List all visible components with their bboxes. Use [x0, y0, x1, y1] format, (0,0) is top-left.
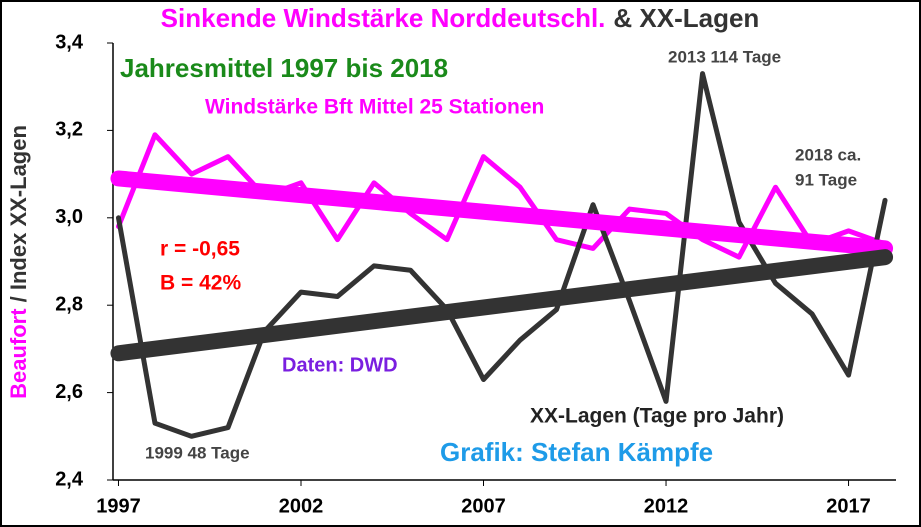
ylabel: Beaufort	[6, 308, 31, 399]
annotation: 1999 48 Tage	[145, 443, 250, 462]
y-tick-label: 2,8	[55, 293, 83, 315]
annotation: Grafik: Stefan Kämpfe	[440, 437, 713, 467]
x-tick-label: 2017	[826, 495, 871, 517]
annotations: Jahresmittel 1997 bis 2018 Windstärke Bf…	[120, 47, 861, 466]
annotation: 91 Tage	[795, 170, 857, 189]
title-suffix: & XX-Lagen	[613, 3, 759, 33]
series-line	[115, 71, 888, 439]
y-tick-label: 2,4	[55, 468, 84, 490]
x-tick-label: 2002	[279, 495, 324, 517]
y-tick-label: 3,2	[55, 119, 83, 141]
y-tick-label: 2,6	[55, 381, 83, 403]
y-axis-label: Beaufort / Index XX-Lagen	[6, 125, 31, 399]
trend-line	[110, 249, 894, 362]
annotation: 2013 114 Tage	[668, 47, 781, 66]
x-tick-label: 1997	[96, 495, 141, 517]
annotation: XX-Lagen (Tage pro Jahr)	[530, 405, 784, 428]
annotation: B = 42%	[160, 272, 241, 295]
annotation: 2018 ca.	[795, 145, 861, 164]
x-tick-label: 2007	[461, 495, 506, 517]
chart-title: Sinkende Windstärke Norddeutschl. & XX-La…	[161, 3, 760, 33]
ylabel-suffix: / Index XX-Lagen	[6, 125, 31, 308]
annotation: r = -0,65	[160, 238, 240, 261]
trend-line	[110, 170, 894, 257]
x-tick-label: 2012	[644, 495, 689, 517]
y-tick-label: 3,0	[55, 206, 83, 228]
annotation: Daten: DWD	[282, 354, 398, 376]
title: Sinkende Windstärke Norddeutschl.	[161, 3, 606, 33]
annotation: Windstärke Bft Mittel 25 Stationen	[205, 96, 544, 119]
series-line	[115, 132, 888, 260]
annotation: Jahresmittel 1997 bis 2018	[120, 53, 448, 83]
y-tick-label: 3,4	[55, 31, 84, 53]
